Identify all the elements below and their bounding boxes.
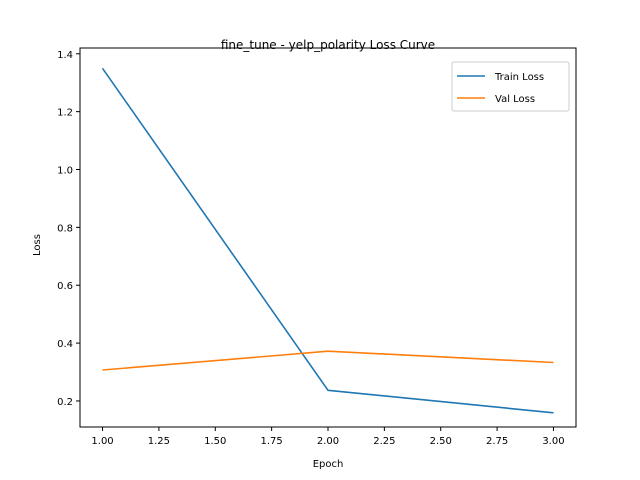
x-tick-label: 1.75 (261, 436, 283, 447)
y-tick-label: 0.4 (57, 339, 73, 350)
y-axis-label: Loss (32, 234, 43, 256)
x-axis-label: Epoch (313, 459, 344, 470)
y-tick-label: 0.8 (57, 223, 73, 234)
y-tick-label: 1.2 (57, 108, 73, 119)
plot-area (101, 67, 554, 414)
series-line-val-loss (102, 350, 554, 371)
series-line-train-loss (101, 67, 554, 414)
y-tick-label: 1.4 (57, 50, 73, 61)
x-tick-label: 2.50 (430, 436, 452, 447)
legend: Train Loss Val Loss (451, 61, 570, 112)
x-axis: 1.00 1.25 1.50 1.75 2.00 2.25 2.50 2.75 3.00 (91, 427, 565, 447)
y-tick-label: 0.6 (57, 281, 73, 292)
y-tick-label: 1.0 (57, 166, 73, 177)
y-axis: 0.2 0.4 0.6 0.8 1.0 1.2 1.4 (57, 50, 80, 408)
x-tick-label: 2.75 (486, 436, 508, 447)
x-tick-label: 1.25 (148, 436, 170, 447)
x-tick-label: 1.00 (91, 436, 113, 447)
legend-label: Train Loss (494, 72, 544, 83)
chart-title: fine_tune - yelp_polarity Loss Curve (221, 38, 435, 52)
x-tick-label: 1.50 (204, 436, 226, 447)
x-tick-label: 2.25 (373, 436, 395, 447)
legend-label: Val Loss (495, 94, 535, 105)
y-tick-label: 0.2 (57, 397, 73, 408)
x-tick-label: 3.00 (542, 436, 564, 447)
x-tick-label: 2.00 (317, 436, 339, 447)
